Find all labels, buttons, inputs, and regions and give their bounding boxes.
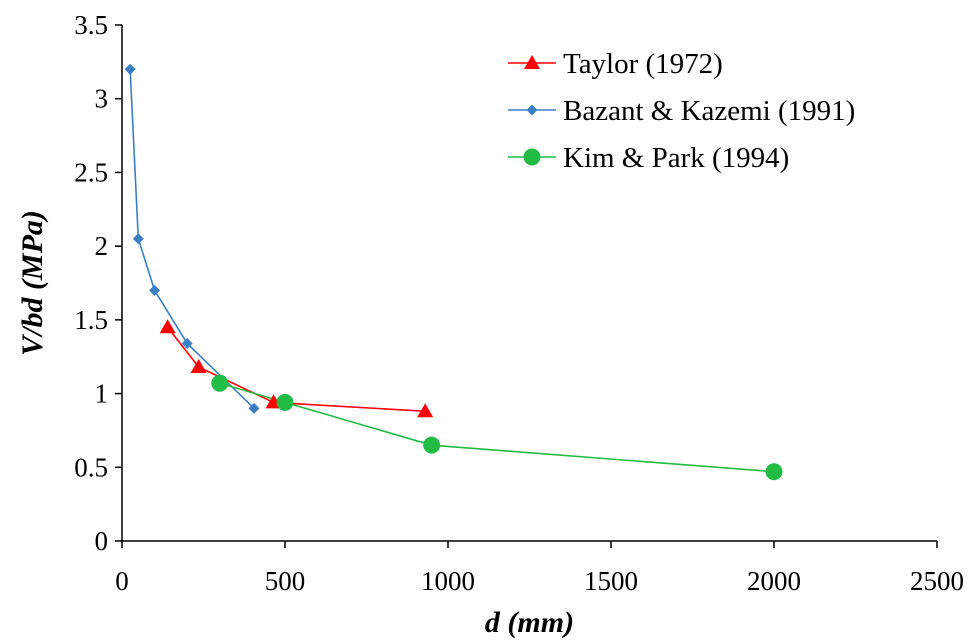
- axes: [115, 24, 938, 548]
- legend-marker-1: [524, 55, 540, 69]
- y-axis-label: V/bd (MPa): [16, 210, 49, 356]
- data-point-series-3: [765, 463, 783, 481]
- x-tick-label: 2500: [910, 566, 964, 596]
- legend: Taylor (1972) Bazant & Kazemi (1991) Kim &…: [508, 48, 855, 174]
- x-axis-label: d (mm): [485, 606, 574, 639]
- x-tick-label: 0: [115, 566, 129, 596]
- y-tick-label: 3.5: [74, 10, 108, 40]
- y-tick-label: 1.5: [74, 305, 108, 335]
- data-point-series-1: [159, 319, 176, 334]
- data-point-series-1: [417, 403, 434, 418]
- data-point-series-2: [124, 63, 136, 75]
- y-tick-label: 0.5: [74, 452, 108, 482]
- data-point-series-3: [423, 436, 441, 454]
- legend-label-3: Kim & Park (1994): [563, 142, 789, 174]
- series-lines: [129, 69, 775, 473]
- series-markers: [124, 63, 783, 481]
- data-point-series-3: [211, 374, 229, 392]
- series-line-1: [167, 326, 426, 413]
- legend-marker-3: [523, 148, 541, 166]
- series-line-3: [219, 382, 775, 473]
- y-tick-label: 3: [95, 84, 109, 114]
- x-tick-label: 500: [265, 566, 306, 596]
- y-tick-labels: 0 0.5 1 1.5 2 2.5 3 3.5: [74, 10, 108, 556]
- x-tick-label: 2000: [747, 566, 801, 596]
- data-point-series-2: [132, 233, 144, 245]
- x-tick-labels: 0 500 1000 1500 2000 2500: [115, 566, 964, 596]
- legend-marker-2: [526, 104, 538, 116]
- data-point-series-3: [276, 393, 294, 411]
- x-tick-label: 1500: [584, 566, 638, 596]
- y-tick-label: 1: [95, 379, 109, 409]
- legend-label-1: Taylor (1972): [563, 48, 723, 80]
- x-tick-label: 1000: [421, 566, 475, 596]
- data-point-series-2: [181, 337, 193, 349]
- y-tick-label: 2.5: [74, 157, 108, 187]
- y-tick-label: 2: [95, 231, 109, 261]
- data-point-series-2: [248, 402, 260, 414]
- data-point-series-2: [149, 284, 161, 296]
- data-point-series-1: [190, 359, 207, 374]
- legend-label-2: Bazant & Kazemi (1991): [563, 95, 855, 127]
- y-tick-label: 0: [95, 526, 109, 556]
